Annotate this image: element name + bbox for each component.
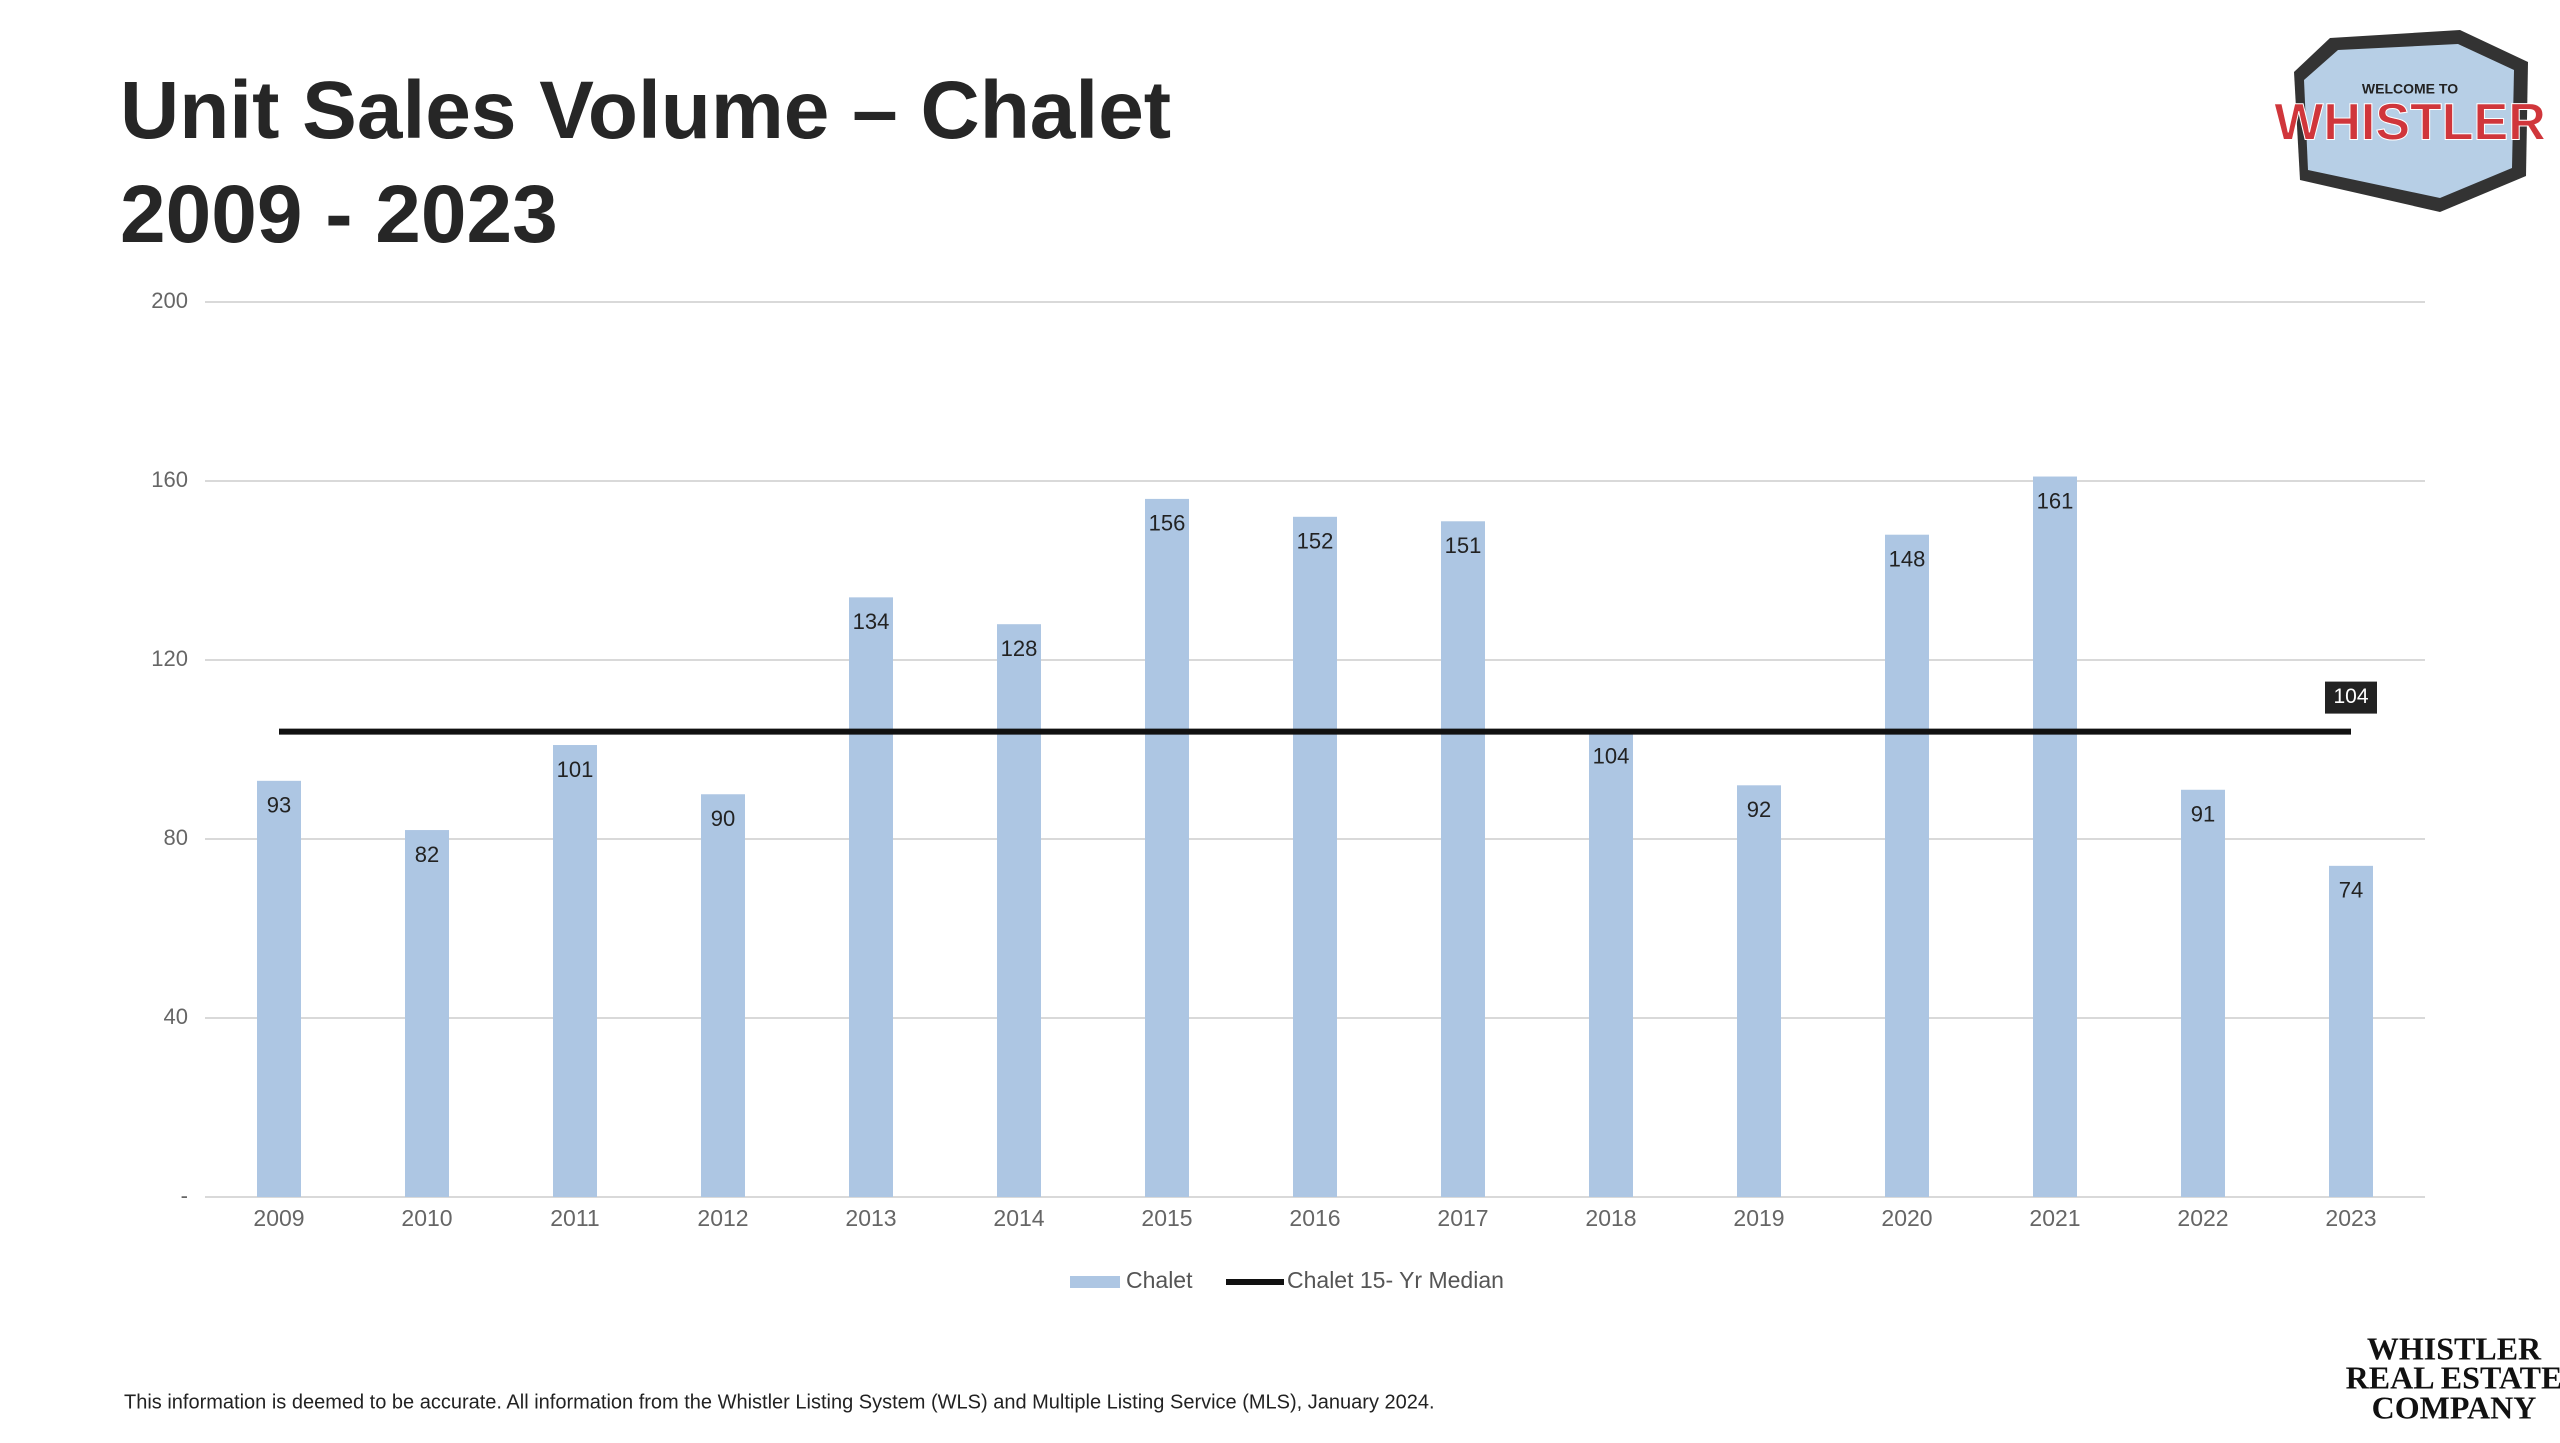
legend-swatch [1070, 1276, 1120, 1288]
x-tick-label: 2011 [550, 1205, 599, 1231]
brand-line: COMPANY [2372, 1389, 2537, 1425]
value-label: 134 [853, 609, 890, 634]
legend-label: Chalet 15- Yr Median [1287, 1267, 1504, 1293]
y-tick-label: 160 [151, 467, 188, 492]
value-label: 104 [1593, 743, 1630, 768]
value-label: 148 [1889, 547, 1926, 572]
y-tick-label: 40 [164, 1004, 188, 1029]
bar [1589, 731, 1633, 1197]
value-label: 161 [2037, 488, 2074, 513]
chart-subtitle: 2009 - 2023 [120, 169, 558, 260]
x-tick-label: 2020 [1881, 1205, 1932, 1231]
bar [2033, 476, 2077, 1197]
logo: WELCOME TO WHISTLER [2274, 30, 2546, 212]
bar [1145, 498, 1189, 1197]
x-tick-label: 2014 [993, 1205, 1044, 1231]
bar [405, 830, 449, 1197]
bar [1293, 516, 1337, 1197]
bar [2329, 865, 2373, 1197]
value-label: 151 [1445, 533, 1482, 558]
x-tick-label: 2018 [1585, 1205, 1636, 1231]
median-label: 104 [2333, 685, 2368, 708]
value-label: 91 [2191, 802, 2215, 827]
value-label: 74 [2339, 878, 2363, 903]
value-label: 92 [1747, 797, 1771, 822]
bar [257, 780, 301, 1197]
logo-top: WELCOME TO [2362, 81, 2458, 97]
bar [2181, 789, 2225, 1197]
legend-label: Chalet [1126, 1267, 1193, 1293]
median-label-box [2325, 681, 2377, 714]
x-tick-label: 2017 [1437, 1205, 1488, 1231]
y-tick-label: 80 [164, 825, 188, 850]
y-tick-label: 200 [151, 288, 188, 313]
brand-line: WHISTLER [2367, 1330, 2542, 1366]
logo-main: WHISTLER [2274, 94, 2546, 152]
value-label: 128 [1001, 636, 1038, 661]
footnote: This information is deemed to be accurat… [124, 1391, 1435, 1413]
bar [1885, 534, 1929, 1197]
x-tick-label: 2016 [1289, 1205, 1340, 1231]
x-tick-label: 2019 [1733, 1205, 1784, 1231]
bar [701, 794, 745, 1197]
x-tick-label: 2023 [2325, 1205, 2376, 1231]
value-label: 82 [415, 842, 439, 867]
x-tick-label: 2015 [1141, 1205, 1192, 1231]
bar [553, 745, 597, 1197]
value-label: 101 [557, 757, 594, 782]
x-tick-label: 2012 [697, 1205, 748, 1231]
bar [1441, 521, 1485, 1197]
value-label: 90 [711, 806, 735, 831]
bar [849, 597, 893, 1197]
value-label: 152 [1297, 529, 1334, 554]
chart-title: Unit Sales Volume – Chalet [120, 65, 1171, 156]
brand-line: REAL ESTATE [2346, 1359, 2560, 1395]
y-tick-label: - [181, 1183, 188, 1208]
x-tick-label: 2010 [401, 1205, 452, 1231]
value-label: 156 [1149, 511, 1186, 536]
logo-fill [2304, 44, 2514, 198]
bar [997, 624, 1041, 1197]
x-tick-label: 2009 [253, 1205, 304, 1231]
x-tick-label: 2022 [2177, 1205, 2228, 1231]
x-tick-label: 2021 [2029, 1205, 2080, 1231]
y-tick-label: 120 [151, 646, 188, 671]
brand: WHISTLER REAL ESTATE COMPANY [2346, 1330, 2560, 1425]
value-label: 93 [267, 793, 291, 818]
x-tick-label: 2013 [845, 1205, 896, 1231]
bar [1737, 785, 1781, 1197]
